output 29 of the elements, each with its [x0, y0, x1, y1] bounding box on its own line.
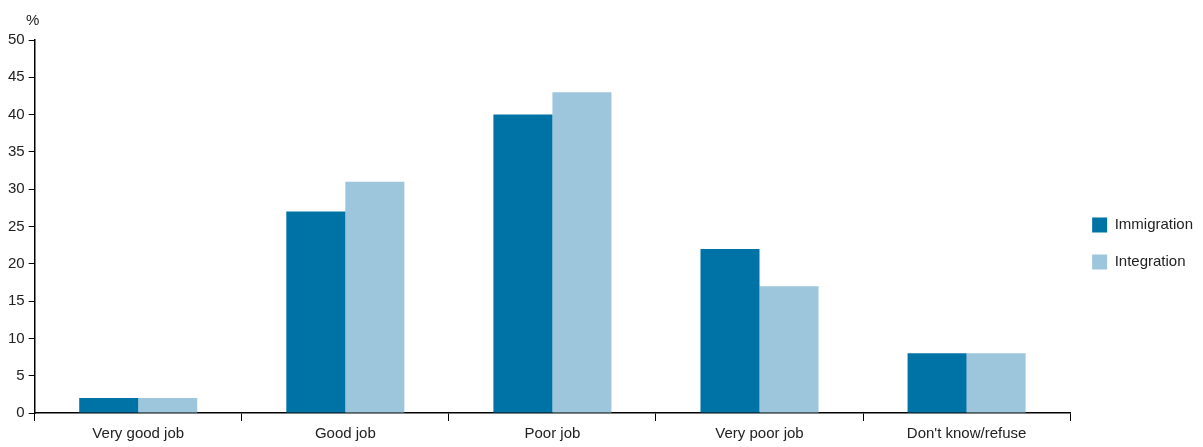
- y-tick-label: 25: [8, 216, 25, 234]
- legend-label: Integration: [1114, 252, 1186, 270]
- bar: [700, 248, 760, 413]
- bar: [493, 114, 553, 413]
- x-tick-label: Poor job: [524, 424, 581, 442]
- x-tick-label: Very poor job: [715, 424, 804, 442]
- y-tick-label: 10: [8, 328, 25, 346]
- bar: [286, 211, 346, 413]
- y-tick-label: 40: [8, 104, 25, 122]
- x-tick-label: Don't know/refuse: [906, 424, 1027, 442]
- bar: [552, 92, 612, 413]
- bar: [907, 353, 967, 413]
- y-axis-title: %: [26, 10, 40, 28]
- y-tick-label: 35: [8, 142, 25, 160]
- y-tick-label: 50: [8, 30, 25, 48]
- bar: [759, 286, 819, 413]
- bar: [138, 398, 198, 413]
- bar: [966, 353, 1026, 413]
- bar: [79, 398, 139, 413]
- y-tick-label: 5: [16, 365, 25, 383]
- bar: [345, 181, 405, 413]
- x-tick-label: Good job: [314, 424, 376, 442]
- legend-label: Immigration: [1114, 215, 1193, 233]
- y-tick-label: 30: [8, 179, 25, 197]
- y-tick-label: 0: [16, 403, 25, 421]
- y-tick-label: 20: [8, 253, 25, 271]
- y-tick-label: 45: [8, 67, 25, 85]
- y-tick-label: 15: [8, 291, 25, 309]
- x-tick-label: Very good job: [92, 424, 185, 442]
